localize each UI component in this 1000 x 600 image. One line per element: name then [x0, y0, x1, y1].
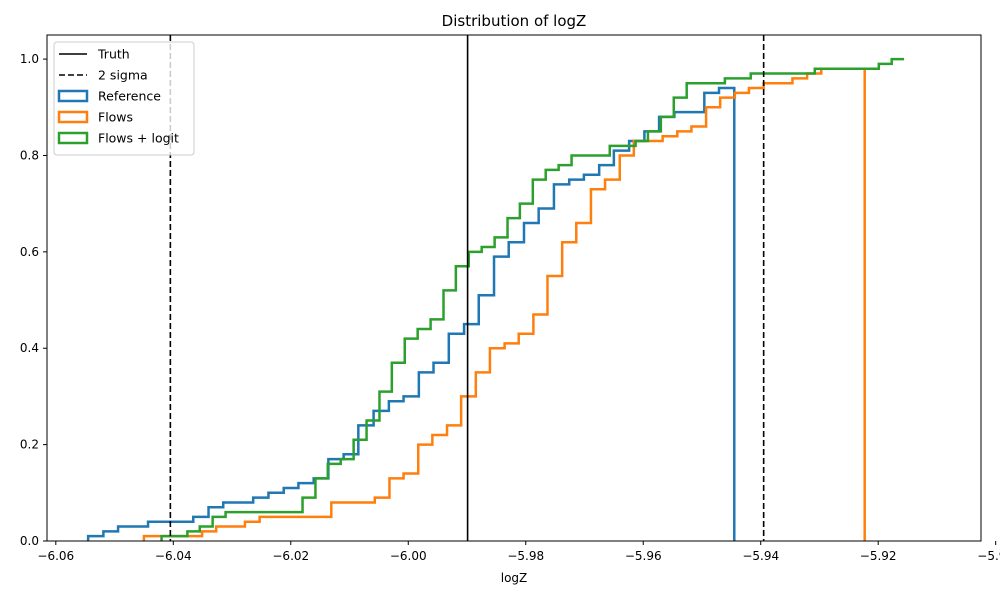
series-line-1: [142, 67, 866, 541]
y-tick-label: 0.8: [20, 148, 39, 162]
y-tick-label: 1.0: [20, 52, 39, 66]
x-tick-label: −6.04: [155, 549, 192, 563]
y-tick-label: 0.2: [20, 438, 39, 452]
x-tick-label: −6.00: [390, 549, 427, 563]
y-tick-label: 0.0: [20, 534, 39, 548]
legend: Truth 2 sigma Reference Flows Flows + logit: [53, 41, 195, 156]
legend-label-1: 2 sigma: [98, 68, 148, 83]
series-layer: [86, 57, 905, 541]
legend-label-4: Flows + logit: [98, 131, 179, 146]
legend-label-3: Flows: [98, 110, 133, 125]
series-line-2: [160, 57, 905, 541]
x-tick-label: −5.90: [977, 549, 1000, 563]
x-tick-label: −5.92: [860, 549, 897, 563]
series-line-0: [86, 86, 736, 541]
x-tick-label: −5.96: [625, 549, 662, 563]
legend-box: [53, 41, 195, 156]
legend-label-0: Truth: [97, 47, 130, 62]
x-tick-label: −5.94: [742, 549, 779, 563]
y-axis: 0.0 0.2 0.4 0.6 0.8 1.0: [20, 52, 47, 548]
legend-swatch-4: [57, 131, 89, 145]
legend-swatch-2: [57, 89, 89, 103]
chart-title: Distribution of logZ: [442, 12, 587, 30]
x-tick-label: −6.02: [272, 549, 309, 563]
plot-frame: [46, 34, 982, 542]
x-axis: −6.06 −6.04 −6.02 −6.00 −5.98 −5.96 −5.94 −5.92…: [37, 541, 1000, 563]
y-tick-label: 0.4: [20, 341, 39, 355]
legend-swatch-3: [57, 110, 89, 124]
x-tick-label: −6.06: [37, 549, 74, 563]
y-tick-label: 0.6: [20, 245, 39, 259]
x-axis-label: logZ: [501, 571, 528, 585]
x-tick-label: −5.98: [507, 549, 544, 563]
legend-label-2: Reference: [98, 89, 161, 104]
